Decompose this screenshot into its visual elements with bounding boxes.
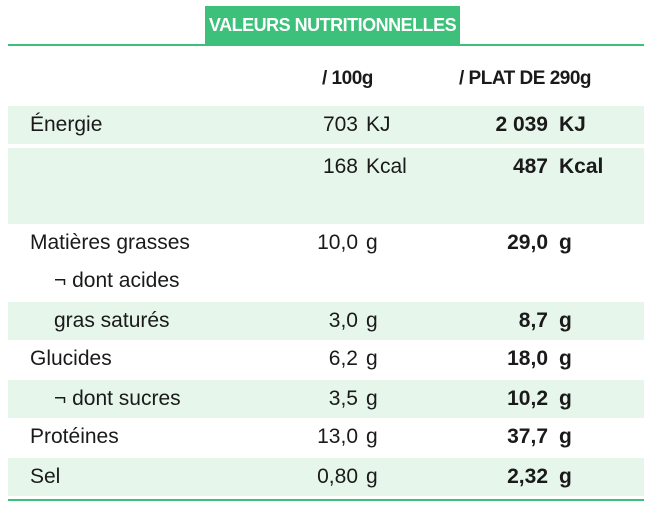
row-label: ¬ dont acides bbox=[54, 269, 180, 292]
value-per-100g: 6,2 bbox=[328, 347, 358, 370]
column-header-per-100g: / 100g bbox=[322, 68, 373, 89]
unit-per-plat: g bbox=[559, 231, 572, 254]
row-label: ¬ dont sucres bbox=[54, 387, 181, 410]
value-per-100g: 10,0 bbox=[317, 231, 358, 254]
table-title: VALEURS NUTRITIONNELLES bbox=[205, 6, 460, 44]
row-label: gras saturés bbox=[54, 309, 170, 332]
unit-per-plat: g bbox=[559, 425, 572, 448]
row-label: Protéines bbox=[30, 425, 119, 448]
table-row-spacer bbox=[8, 186, 644, 224]
row-label: Glucides bbox=[30, 347, 112, 370]
value-per-plat: 37,7 bbox=[507, 425, 548, 448]
unit-per-plat: g bbox=[559, 309, 572, 332]
table-row-dont-sucres: ¬ dont sucres 3,5 g 10,2 g bbox=[8, 380, 644, 418]
unit-per-100g: KJ bbox=[366, 113, 391, 136]
table-row-sel: Sel 0,80 g 2,32 g bbox=[8, 458, 644, 496]
value-per-100g: 13,0 bbox=[317, 425, 358, 448]
table-row-dont-acides: ¬ dont acides bbox=[8, 262, 644, 300]
value-per-100g: 3,5 bbox=[328, 387, 358, 410]
unit-per-plat: KJ bbox=[559, 113, 586, 136]
value-per-100g: 703 bbox=[322, 113, 358, 136]
unit-per-plat: g bbox=[559, 347, 572, 370]
table-row-matieres-grasses: Matières grasses 10,0 g 29,0 g bbox=[8, 224, 644, 262]
table-row-energie-kj: Énergie 703 KJ 2 039 KJ bbox=[8, 106, 644, 144]
row-label: Matières grasses bbox=[30, 231, 190, 254]
value-per-plat: 10,2 bbox=[507, 387, 548, 410]
value-per-plat: 2,32 bbox=[507, 465, 548, 488]
value-per-plat: 29,0 bbox=[507, 231, 548, 254]
value-per-plat: 8,7 bbox=[518, 309, 548, 332]
value-per-100g: 0,80 bbox=[317, 465, 358, 488]
row-label: Énergie bbox=[30, 113, 103, 136]
value-per-plat: 18,0 bbox=[507, 347, 548, 370]
top-divider bbox=[8, 44, 644, 46]
table-row-gras-satures: gras saturés 3,0 g 8,7 g bbox=[8, 302, 644, 340]
unit-per-100g: g bbox=[366, 309, 378, 332]
table-row-glucides: Glucides 6,2 g 18,0 g bbox=[8, 340, 644, 378]
unit-per-plat: g bbox=[559, 465, 572, 488]
table-row-energie-kcal: 168 Kcal 487 Kcal bbox=[8, 148, 644, 186]
unit-per-100g: g bbox=[366, 231, 378, 254]
bottom-divider bbox=[8, 499, 644, 501]
unit-per-100g: g bbox=[366, 387, 378, 410]
value-per-100g: 168 bbox=[322, 155, 358, 178]
value-per-100g: 3,0 bbox=[328, 309, 358, 332]
unit-per-plat: g bbox=[559, 387, 572, 410]
column-header-per-plat: / PLAT DE 290g bbox=[459, 68, 592, 89]
value-per-plat: 487 bbox=[512, 155, 548, 178]
unit-per-100g: g bbox=[366, 465, 378, 488]
value-per-plat: 2 039 bbox=[495, 113, 548, 136]
row-label: Sel bbox=[30, 465, 61, 488]
unit-per-plat: Kcal bbox=[559, 155, 604, 178]
unit-per-100g: Kcal bbox=[366, 155, 407, 178]
table-row-proteines: Protéines 13,0 g 37,7 g bbox=[8, 418, 644, 456]
unit-per-100g: g bbox=[366, 347, 378, 370]
unit-per-100g: g bbox=[366, 425, 378, 448]
